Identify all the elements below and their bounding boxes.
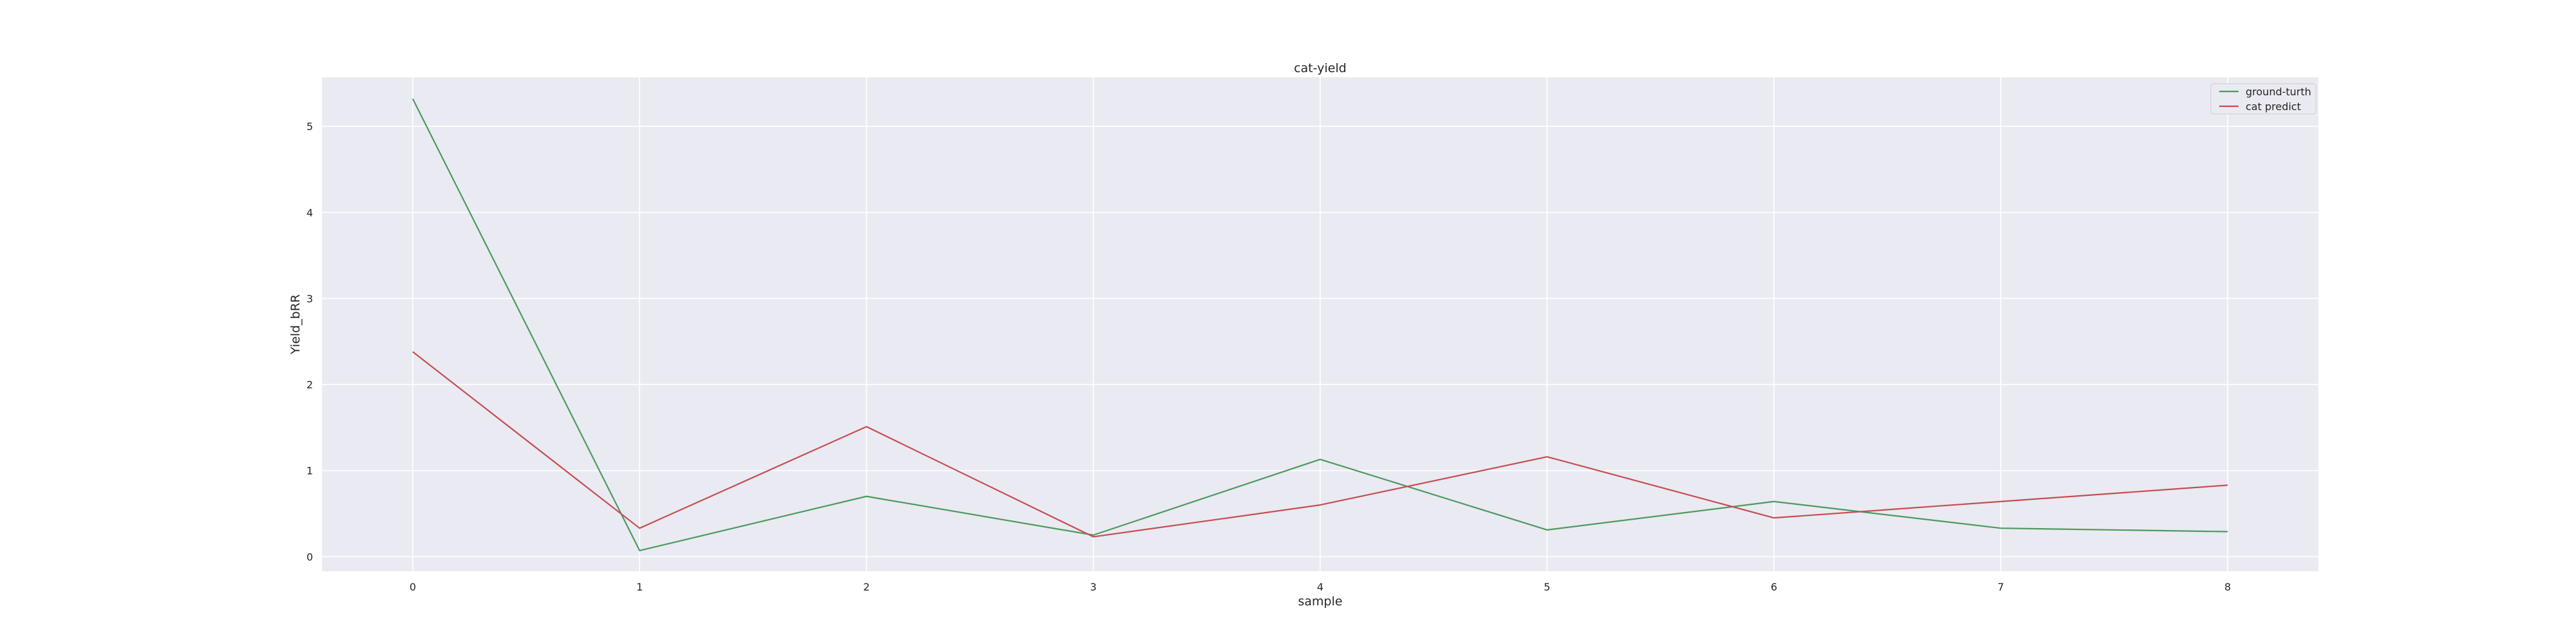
series-lines — [412, 98, 2228, 552]
y-tick-label: 2 — [307, 379, 313, 391]
x-tick-label: 8 — [2224, 581, 2231, 593]
y-axis-label: Yield_bRR — [289, 294, 303, 355]
legend-label: ground-turth — [2246, 86, 2311, 98]
legend: ground-turth cat predict — [2210, 83, 2316, 115]
y-tick-label: 5 — [307, 120, 313, 133]
x-axis-label: sample — [1298, 594, 1342, 609]
grid — [322, 77, 2318, 571]
x-tick-label: 4 — [1317, 581, 1323, 593]
x-axis-ticks: 0 1 2 3 4 5 6 7 8 — [410, 581, 2231, 593]
x-tick-label: 6 — [1770, 581, 1777, 593]
y-axis-ticks: 0 1 2 3 4 5 — [307, 120, 313, 563]
y-tick-label: 4 — [307, 207, 313, 219]
y-tick-label: 1 — [307, 465, 313, 477]
legend-label: cat predict — [2246, 100, 2301, 113]
x-tick-label: 7 — [1998, 581, 2004, 593]
series-line-1 — [412, 351, 2228, 538]
x-tick-label: 2 — [863, 581, 869, 593]
x-tick-label: 0 — [410, 581, 416, 593]
y-tick-label: 0 — [307, 551, 313, 563]
y-tick-label: 3 — [307, 292, 313, 305]
series-line-0 — [412, 98, 2228, 552]
chart-title: cat-yield — [1294, 61, 1347, 75]
x-tick-label: 5 — [1544, 581, 1550, 593]
x-tick-label: 3 — [1090, 581, 1097, 593]
x-tick-label: 1 — [636, 581, 643, 593]
